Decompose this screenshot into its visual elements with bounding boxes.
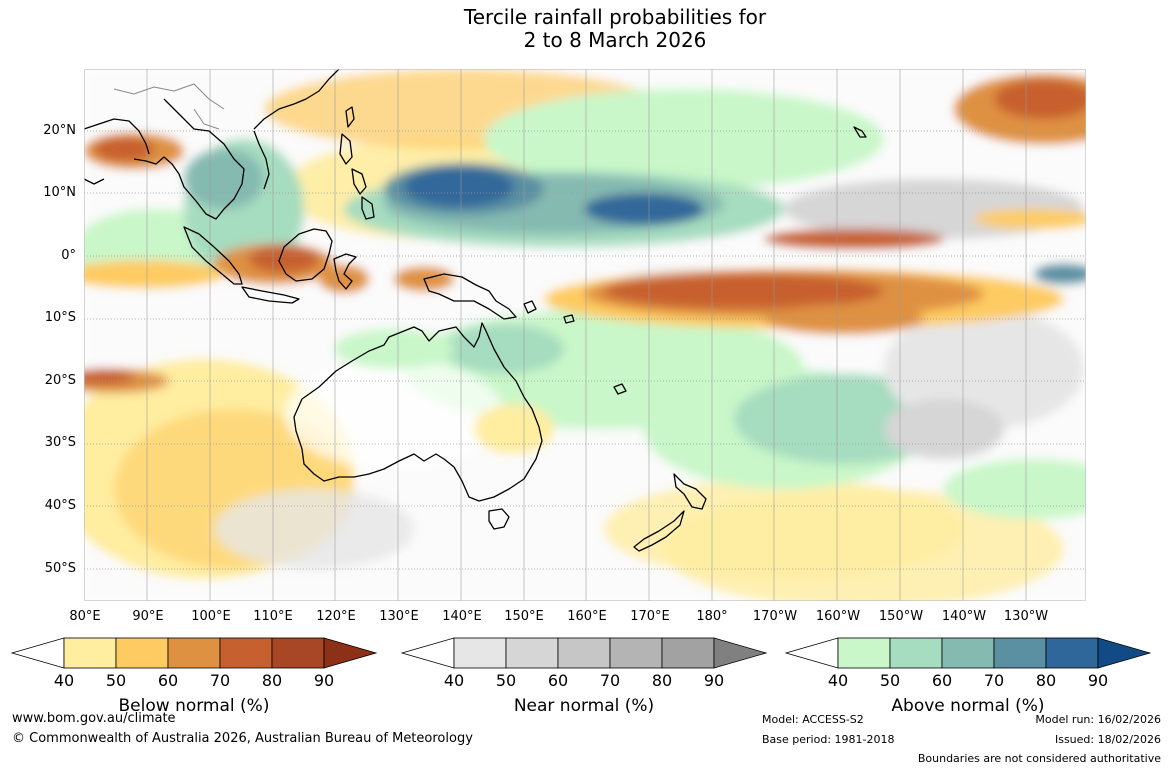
- lon-label-140e: 140°E: [442, 609, 482, 624]
- below-normal-swatch: [167, 637, 221, 669]
- above-normal-tick: 70: [983, 671, 1005, 690]
- model-name: Model: ACCESS-S2: [762, 713, 864, 726]
- lon-label-130w: 130°W: [1003, 609, 1049, 624]
- near-normal-swatch: [505, 637, 559, 669]
- below-normal-tick: 60: [157, 671, 179, 690]
- model-run-date: Model run: 16/02/2026: [1035, 713, 1161, 726]
- lat-label-10n: 10°N: [43, 185, 76, 200]
- below-normal-high-arrow: [323, 637, 378, 669]
- above-normal-high-arrow: [1097, 637, 1152, 669]
- below-normal-legend-title: Below normal (%): [118, 696, 270, 716]
- above-normal-tick: 80: [1035, 671, 1057, 690]
- base-period: Base period: 1981-2018: [762, 733, 895, 746]
- below-normal-swatch: [63, 637, 117, 669]
- near-normal-tick: 90: [703, 671, 725, 690]
- lat-label-30s: 30°S: [44, 435, 76, 450]
- chart-title-line-2: 2 to 8 March 2026: [523, 28, 707, 52]
- near-normal-tick: 60: [547, 671, 569, 690]
- above-normal-swatch: [941, 637, 995, 669]
- above-normal-swatch: [889, 637, 943, 669]
- lat-label-50s: 50°S: [44, 561, 76, 576]
- below-normal-swatch: [115, 637, 169, 669]
- above-normal-swatch: [1045, 637, 1099, 669]
- rainfall-probability-map: [84, 69, 1086, 601]
- below-normal-tick: 50: [105, 671, 127, 690]
- lat-label-20s: 20°S: [44, 373, 76, 388]
- above-normal-tick: 90: [1087, 671, 1109, 690]
- lon-label-110e: 110°E: [253, 609, 293, 624]
- above-normal-tick: 60: [931, 671, 953, 690]
- lon-label-180: 180°: [696, 609, 728, 624]
- below-normal-tick: 70: [209, 671, 231, 690]
- above-normal-swatch: [837, 637, 891, 669]
- lat-label-40s: 40°S: [44, 498, 76, 513]
- near-normal-low-arrow: [400, 637, 455, 669]
- graticule: [84, 69, 1086, 601]
- admin-boundaries: [113, 83, 225, 130]
- near-normal-tick: 50: [495, 671, 517, 690]
- lat-label-10s: 10°S: [44, 310, 76, 325]
- below-normal-low-arrow: [10, 637, 65, 669]
- above-normal-colorbar: [784, 637, 1152, 669]
- below-normal-swatch: [219, 637, 273, 669]
- lat-label-20n: 20°N: [43, 123, 76, 138]
- website-link[interactable]: www.bom.gov.au/climate: [12, 711, 176, 726]
- near-normal-swatch: [557, 637, 611, 669]
- lon-label-160e: 160°E: [567, 609, 607, 624]
- below-normal-swatch: [271, 637, 325, 669]
- near-normal-tick: 40: [443, 671, 465, 690]
- lon-label-140w: 140°W: [941, 609, 987, 624]
- lon-label-150e: 150°E: [504, 609, 544, 624]
- lon-label-170e: 170°E: [630, 609, 670, 624]
- near-normal-swatch: [453, 637, 507, 669]
- above-normal-low-arrow: [784, 637, 839, 669]
- lon-label-130e: 130°E: [379, 609, 419, 624]
- lon-label-150w: 150°W: [878, 609, 924, 624]
- above-normal-tick: 40: [827, 671, 849, 690]
- near-normal-high-arrow: [713, 637, 768, 669]
- near-normal-tick: 80: [651, 671, 673, 690]
- near-normal-swatch: [609, 637, 663, 669]
- copyright-notice: © Commonwealth of Australia 2026, Austra…: [12, 731, 473, 746]
- below-normal-tick: 90: [313, 671, 335, 690]
- near-normal-tick: 70: [599, 671, 621, 690]
- lon-label-170w: 170°W: [752, 609, 798, 624]
- lon-label-120e: 120°E: [316, 609, 356, 624]
- lon-label-90e: 90°E: [132, 609, 164, 624]
- above-normal-legend-title: Above normal (%): [891, 696, 1045, 716]
- issued-date: Issued: 18/02/2026: [1054, 733, 1161, 746]
- above-normal-tick: 50: [879, 671, 901, 690]
- below-normal-tick: 40: [53, 671, 75, 690]
- near-normal-legend-title: Near normal (%): [513, 696, 655, 716]
- coastlines: [84, 69, 867, 552]
- below-normal-tick: 80: [261, 671, 283, 690]
- lon-label-80e: 80°E: [69, 609, 101, 624]
- boundary-disclaimer: Boundaries are not considered authoritat…: [917, 752, 1161, 765]
- chart-title-line-1: Tercile rainfall probabilities for: [463, 5, 767, 29]
- below-normal-colorbar: [10, 637, 378, 669]
- lon-label-100e: 100°E: [191, 609, 231, 624]
- near-normal-swatch: [661, 637, 715, 669]
- lat-label-0: 0°: [61, 248, 76, 263]
- near-normal-colorbar: [400, 637, 768, 669]
- above-normal-swatch: [993, 637, 1047, 669]
- lon-label-160w: 160°W: [815, 609, 861, 624]
- probability-shading: [84, 69, 1086, 601]
